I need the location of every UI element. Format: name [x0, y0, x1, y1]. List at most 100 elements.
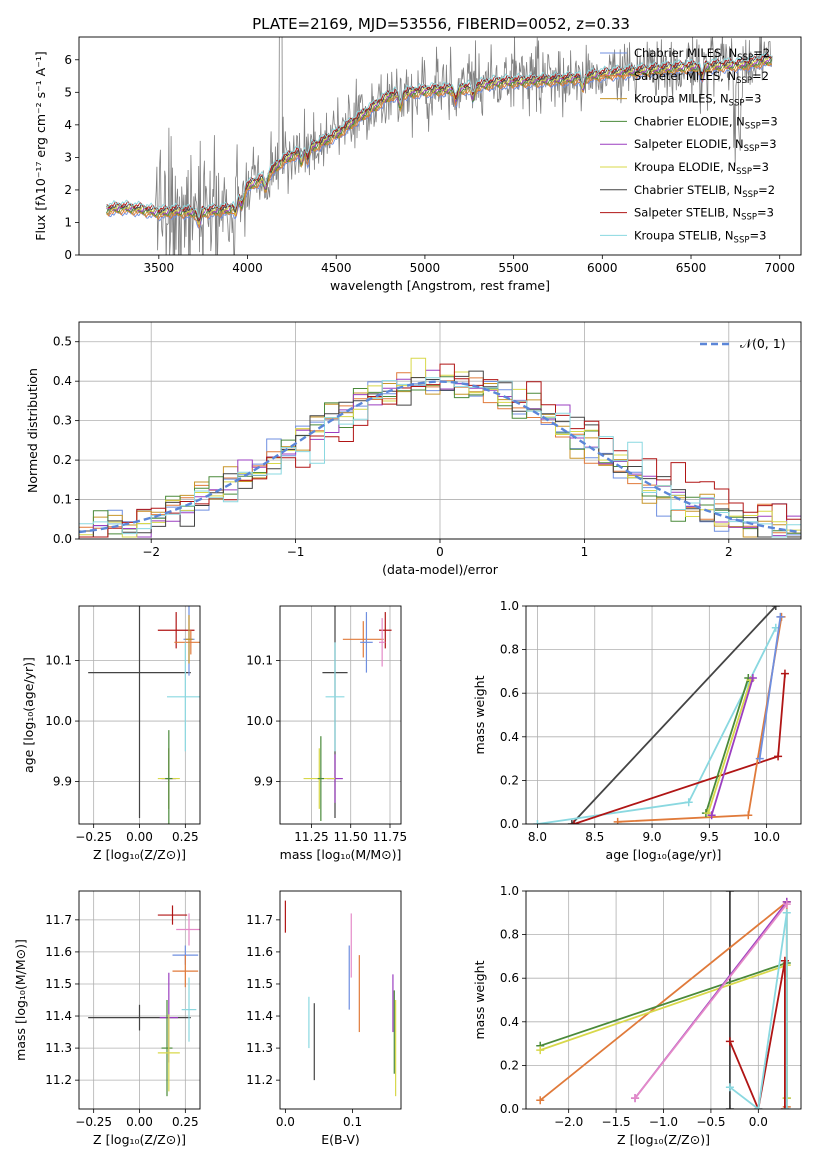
- legend-subscript: SSP: [745, 121, 761, 131]
- x-tick-label: 1: [581, 545, 589, 559]
- legend-subscript: SSP: [734, 235, 750, 245]
- legend-entry-4: Salpeter ELODIE, NSSP=3: [634, 137, 777, 154]
- legend-subscript: SSP: [736, 167, 752, 177]
- histogram-6: [79, 370, 801, 538]
- y-tick-label: 11.7: [45, 913, 72, 927]
- x-tick-label: 0.0: [276, 1115, 295, 1129]
- figure-title: PLATE=2169, MJD=53556, FIBERID=0052, z=0…: [252, 15, 630, 33]
- legend-label: Chabrier ELODIE, N: [634, 114, 745, 128]
- x-tick-label: 4500: [321, 261, 352, 275]
- series-line-6: [710, 677, 754, 816]
- axes-frame: [525, 605, 802, 825]
- series-marker-5: [631, 1094, 640, 1103]
- series-marker-7: [782, 908, 791, 917]
- y-tick-label: 0.3: [53, 414, 72, 428]
- model-spectrum-8: [106, 52, 773, 220]
- y-tick-label: 11.6: [45, 945, 72, 959]
- x-tick-label: 2: [725, 545, 733, 559]
- series-line-7: [729, 912, 788, 1109]
- panel-mass-vs-EBV: 0.0 0.1 11.2 11.3 11.4 11.5 11.6 11.7 E(B-V): [246, 890, 402, 1147]
- x-axis-label: mass [log₁₀(M/M⊙)]: [280, 847, 402, 862]
- series-line-1: [537, 627, 777, 824]
- legend-subscript: SSP: [742, 190, 758, 200]
- series-marker-6: [780, 1105, 789, 1109]
- series-marker-1: [536, 1096, 545, 1105]
- legend-entry-2: Kroupa MILES, NSSP=3: [634, 92, 761, 109]
- legend-suffix: =2: [753, 46, 770, 60]
- legend-subscript: SSP: [744, 144, 760, 154]
- y-tick-label: 9.9: [254, 775, 273, 789]
- plot-area: [533, 606, 789, 824]
- panel-age-vs-Z: −0.25 0.00 0.25 9.9 10.0 10.1 Z [log₁₀(Z/Z⊙)] a…: [21, 605, 201, 862]
- panel-mass-weight-vs-Z: −2.0 −1.5 −1.0 −0.5 0.0 0.0 0.2 0.4 0.6 0.8 1.0 Z […: [472, 884, 802, 1147]
- legend-suffix: =3: [749, 228, 766, 242]
- panel-mass-weight-vs-age: 8.0 8.5 9.0 9.5 10.0 0.0 0.2 0.4 0.6 0.8 1.0 age [l…: [472, 599, 802, 862]
- y-axis-label: mass weight: [472, 675, 487, 754]
- x-tick-label: 5500: [498, 261, 529, 275]
- histogram-8: [79, 377, 801, 538]
- series-marker-6: [725, 1037, 734, 1046]
- x-tick-label: 11.75: [373, 830, 407, 844]
- y-tick-label: 11.3: [246, 1041, 273, 1055]
- series-marker-0: [771, 606, 780, 610]
- plot-area: [106, 37, 773, 255]
- y-tick-label: 11.2: [45, 1073, 72, 1087]
- x-tick-label: 0.0: [749, 1115, 768, 1129]
- y-axis-label: age [log₁₀(age/yr)]: [21, 657, 36, 773]
- x-tick-label: −2: [142, 545, 160, 559]
- x-tick-label: −0.25: [75, 1115, 112, 1129]
- x-axis-label: Z [log₁₀(Z/Z⊙)]: [617, 1132, 710, 1147]
- x-tick-label: 11.25: [294, 830, 328, 844]
- panel-mass-vs-Z: −0.25 0.00 0.25 11.2 11.3 11.4 11.5 11.6 11.7 Z […: [13, 890, 201, 1147]
- series-marker-6: [707, 811, 716, 820]
- y-tick-label: 0.0: [500, 817, 519, 831]
- panel-residuals: −2 −1 0 1 2 0.0 0.1 0.2 0.3 0.4 0.5 (data-model)/er…: [25, 321, 802, 577]
- legend-subscript: SSP: [741, 213, 757, 223]
- legend-entry-0: Chabrier MILES, NSSP=2: [634, 46, 770, 63]
- y-tick-label: 0.0: [53, 532, 72, 546]
- model-spectrum-3: [106, 59, 773, 224]
- x-axis-label: age [log₁₀(age/yr)]: [606, 847, 722, 862]
- y-tick-label: 1.0: [500, 599, 519, 613]
- series-marker-7: [782, 1105, 791, 1109]
- panel-spectrum: 3500 4000 4500 5000 5500 6000 6500 7000 0 1 2 3 4 5 6 w…: [33, 36, 802, 293]
- histogram-7: [79, 363, 801, 538]
- y-tick-label: 11.5: [246, 977, 273, 991]
- x-tick-label: 6500: [676, 261, 707, 275]
- y-tick-label: 0.6: [500, 686, 519, 700]
- series-marker-0: [567, 820, 576, 824]
- series-marker-0: [725, 1105, 734, 1109]
- series-marker-7: [754, 1105, 763, 1109]
- y-tick-label: 0.8: [500, 643, 519, 657]
- y-tick-label: 6: [64, 53, 72, 67]
- series-line-3: [617, 616, 783, 823]
- legend-label: Kroupa STELIB, N: [634, 228, 734, 242]
- y-tick-label: 0: [64, 248, 72, 262]
- model-spectrum-7: [106, 53, 772, 221]
- panel-age-vs-mass: 11.25 11.50 11.75 9.9 10.0 10.1 mass [log₁₀(M/…: [246, 605, 407, 862]
- x-axis-label: Z [log₁₀(Z/Z⊙)]: [93, 847, 186, 862]
- legend-suffix: =3: [757, 206, 774, 220]
- y-tick-label: 0.1: [53, 493, 72, 507]
- legend-label: Salpeter ELODIE, N: [634, 137, 744, 151]
- legend-subscript: SSP: [737, 53, 753, 63]
- legend-suffix: =3: [760, 137, 777, 151]
- legend-suffix: =3: [752, 160, 769, 174]
- series-line-4: [705, 677, 750, 814]
- y-axis-label: Normed distribution: [25, 368, 40, 493]
- legend-suffix: =3: [744, 92, 761, 106]
- y-tick-label: 11.2: [246, 1073, 273, 1087]
- plot-area: [88, 606, 200, 824]
- x-tick-label: 11.50: [334, 830, 368, 844]
- x-tick-label: 0: [436, 545, 444, 559]
- y-tick-label: 10.0: [246, 714, 273, 728]
- legend-entry-5: Kroupa ELODIE, NSSP=3: [634, 160, 769, 177]
- legend-label: Salpeter MILES, N: [634, 69, 736, 83]
- y-tick-label: 9.9: [53, 775, 72, 789]
- model-spectrum-1: [106, 61, 773, 230]
- legend-label: Kroupa MILES, N: [634, 92, 729, 106]
- model-spectrum-4: [106, 56, 772, 227]
- series-line-5: [707, 679, 752, 814]
- y-tick-label: 11.7: [246, 913, 273, 927]
- legend-suffix: =2: [752, 69, 769, 83]
